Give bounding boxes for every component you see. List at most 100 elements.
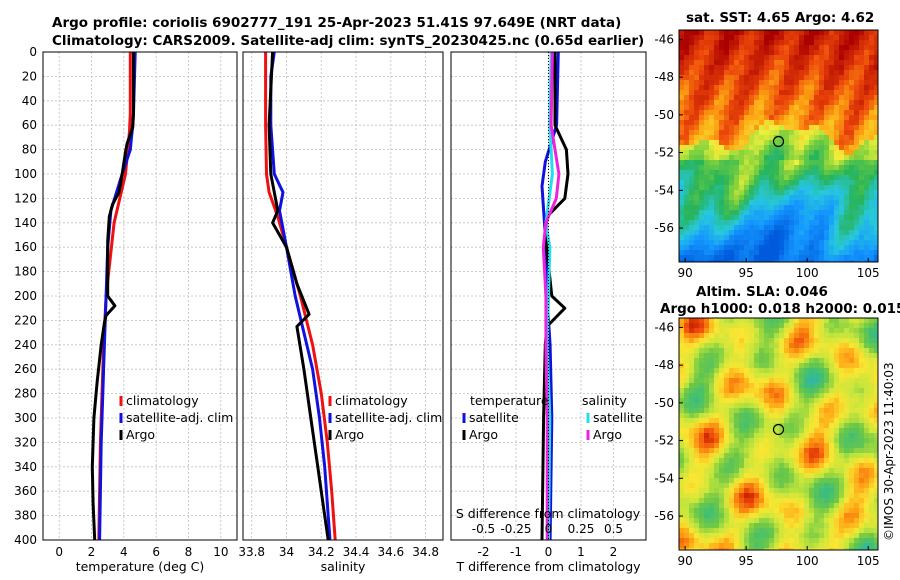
map-cell — [689, 383, 694, 388]
map-y-tick-label: -52 — [654, 434, 674, 448]
map-cell — [734, 175, 739, 180]
map-cell — [699, 135, 704, 140]
map-cell — [779, 493, 784, 498]
map-cell — [819, 353, 824, 358]
map-cell — [774, 170, 779, 175]
map-cell — [754, 110, 759, 115]
map-cell — [779, 80, 784, 85]
map-cell — [819, 245, 824, 250]
map-cell — [739, 100, 744, 105]
map-cell — [834, 458, 839, 463]
map-cell — [859, 433, 864, 438]
map-cell — [744, 150, 749, 155]
map-cell — [709, 478, 714, 483]
map-cell — [739, 30, 744, 35]
map-cell — [684, 100, 689, 105]
map-cell — [869, 50, 874, 55]
map-cell — [849, 215, 854, 220]
map-cell — [769, 175, 774, 180]
map-cell — [839, 423, 844, 428]
map-cell — [744, 353, 749, 358]
map-cell — [744, 388, 749, 393]
map-cell — [724, 220, 729, 225]
map-cell — [769, 220, 774, 225]
map-cell — [834, 348, 839, 353]
x-axis-label: T difference from climatology — [455, 559, 641, 574]
map-cell — [699, 538, 704, 543]
map-cell — [869, 135, 874, 140]
map-cell — [694, 338, 699, 343]
map-cell — [859, 353, 864, 358]
map-cell — [859, 493, 864, 498]
map-cell — [844, 503, 849, 508]
map-cell — [829, 220, 834, 225]
map-cell — [719, 45, 724, 50]
map-cell — [739, 483, 744, 488]
map-cell — [844, 100, 849, 105]
map-cell — [869, 498, 874, 503]
map-cell — [829, 250, 834, 255]
map-cell — [779, 200, 784, 205]
map-cell — [779, 120, 784, 125]
map-cell — [874, 483, 878, 488]
map-cell — [809, 498, 814, 503]
map-cell — [759, 50, 764, 55]
map-cell — [719, 353, 724, 358]
map-cell — [854, 328, 859, 333]
map-cell — [829, 453, 834, 458]
map-cell — [779, 458, 784, 463]
map-cell — [779, 90, 784, 95]
map-cell — [709, 120, 714, 125]
map-cell — [749, 438, 754, 443]
map-x-tick-label: 95 — [739, 554, 754, 568]
map-cell — [729, 180, 734, 185]
map-cell — [824, 328, 829, 333]
map-cell — [804, 518, 809, 523]
map-cell — [859, 358, 864, 363]
map-cell — [784, 205, 789, 210]
map-cell — [809, 448, 814, 453]
map-cell — [784, 180, 789, 185]
map-cell — [814, 378, 819, 383]
map-cell — [704, 383, 709, 388]
map-cell — [789, 353, 794, 358]
map-cell — [869, 508, 874, 513]
map-cell — [874, 398, 878, 403]
map-cell — [754, 145, 759, 150]
map-cell — [744, 215, 749, 220]
map-cell — [779, 323, 784, 328]
map-cell — [704, 185, 709, 190]
map-cell — [859, 140, 864, 145]
map-cell — [844, 453, 849, 458]
map-cell — [694, 368, 699, 373]
map-cell — [799, 323, 804, 328]
map-cell — [714, 160, 719, 165]
map-cell — [734, 170, 739, 175]
map-cell — [854, 235, 859, 240]
map-cell — [819, 110, 824, 115]
map-cell — [679, 403, 684, 408]
map-cell — [859, 105, 864, 110]
map-cell — [809, 328, 814, 333]
map-cell — [694, 220, 699, 225]
map-cell — [739, 65, 744, 70]
map-cell — [774, 543, 779, 548]
map-cell — [734, 220, 739, 225]
map-cell — [794, 35, 799, 40]
map-cell — [749, 473, 754, 478]
map-cell — [694, 70, 699, 75]
map-cell — [784, 160, 789, 165]
map-cell — [869, 463, 874, 468]
map-cell — [689, 518, 694, 523]
map-cell — [844, 40, 849, 45]
map-cell — [694, 210, 699, 215]
argo-location-marker — [772, 423, 785, 436]
map-cell — [734, 135, 739, 140]
map-cell — [684, 413, 689, 418]
map-frame — [678, 29, 879, 263]
map-cell — [804, 403, 809, 408]
map-cell — [719, 453, 724, 458]
map-cell — [764, 170, 769, 175]
map-cell — [809, 333, 814, 338]
